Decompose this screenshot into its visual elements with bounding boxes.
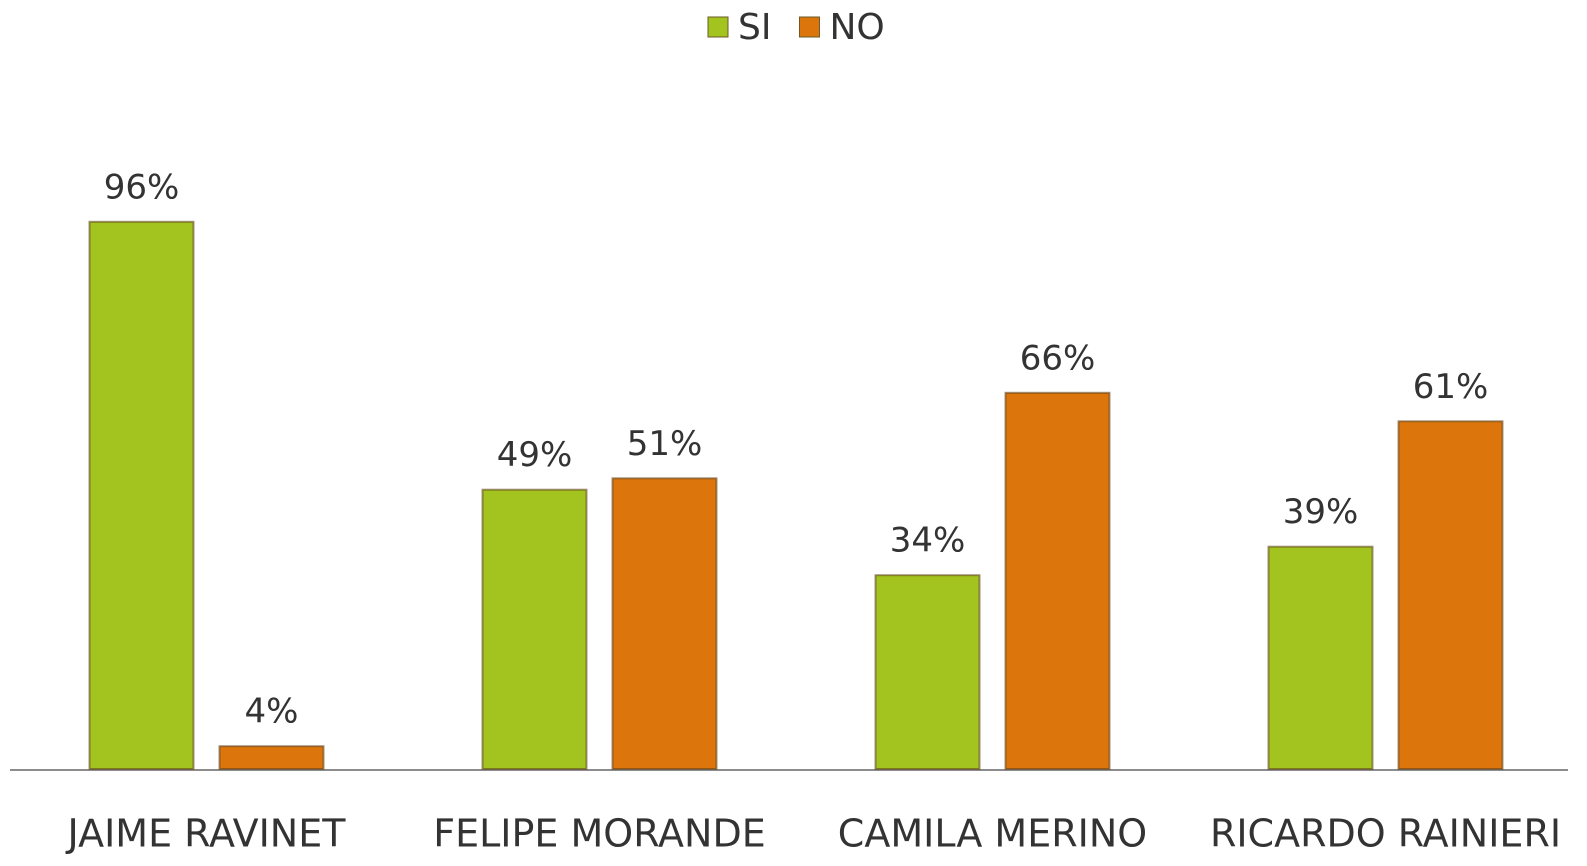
data-label: 49% [497,435,573,475]
bar [1267,545,1374,771]
legend-swatch [798,16,820,38]
bar [481,488,588,770]
data-label: 39% [1283,492,1359,532]
legend-label: NO [829,7,884,48]
data-label: 34% [890,521,966,561]
bar [611,477,718,770]
bar [874,574,981,771]
x-tick-label: JAIME RAVINET [66,812,347,856]
data-label: 61% [1413,367,1489,407]
legend-swatch [707,16,729,38]
bar [1004,391,1111,770]
bar [218,745,325,771]
data-label: 66% [1020,338,1096,378]
bar [88,220,195,771]
data-label: 51% [627,424,703,464]
data-label: 4% [245,692,299,732]
bar [1397,420,1504,770]
x-tick-label: RICARDO RAINIERI [1210,812,1561,856]
x-tick-label: FELIPE MORANDE [433,812,766,856]
data-label: 96% [104,167,180,207]
legend-label: SI [738,7,771,48]
x-tick-label: CAMILA MERINO [838,812,1147,856]
